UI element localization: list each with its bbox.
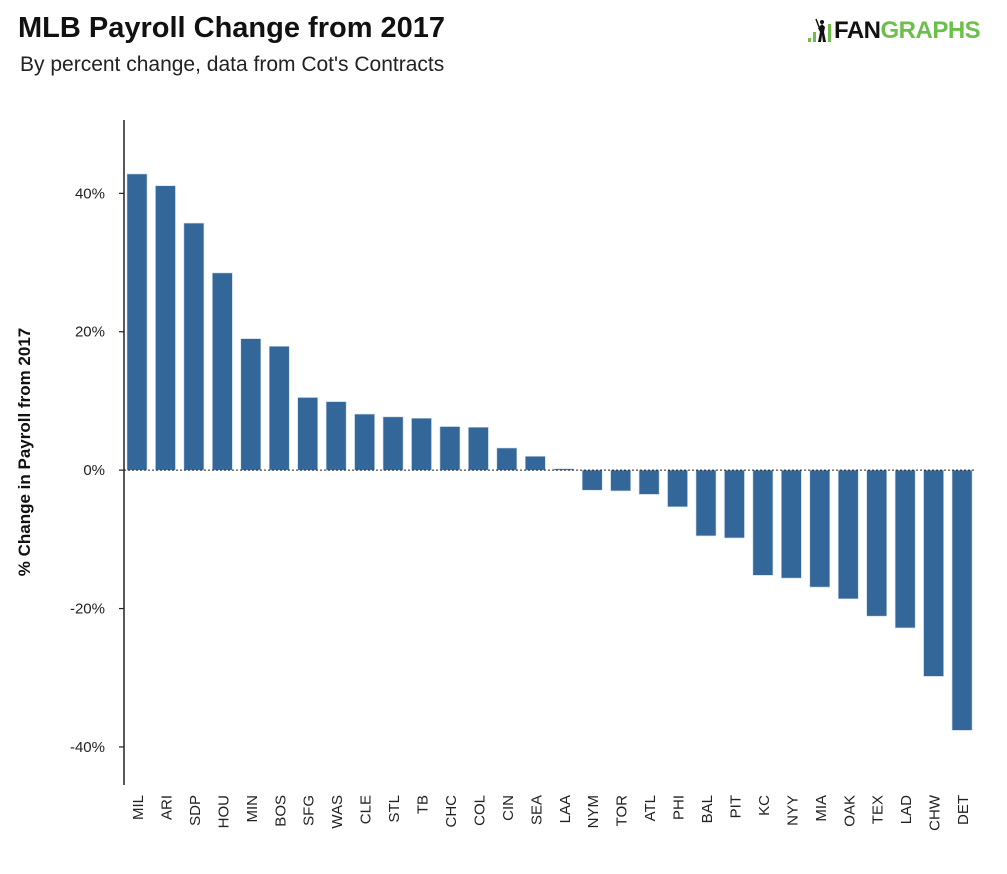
x-tick-label: TOR [614,795,631,827]
bar-sea [524,456,546,471]
bar-phi [667,469,688,508]
bar-bal [695,469,717,537]
bar-pit [724,469,745,539]
x-tick-label: LAD [898,795,915,824]
bar-atl [638,469,660,495]
x-tick-label: WAS [329,795,346,829]
fangraphs-logo: FAN GRAPHS [808,17,981,45]
y-tick-label: 0% [83,462,105,479]
chart-subtitle: By percent change, data from Cot's Contr… [20,53,445,76]
x-tick-label: NYY [784,795,801,826]
x-tick-label: ATL [642,795,659,821]
x-tick-label: LAA [557,795,574,823]
bar-tor [610,469,631,492]
y-tick-label: 20% [75,324,105,341]
bar-cin [496,447,518,471]
x-tick-label: KC [756,795,773,816]
y-tick-label: -20% [70,601,105,618]
bar-hou [212,272,233,471]
x-tick-label: CLE [358,795,375,824]
bar-oak [837,469,859,600]
bar-cle [354,413,375,471]
bar-col [468,426,489,471]
logo-fan: FAN [834,17,881,44]
x-tick-label: MIL [130,795,147,820]
x-tick-label: STL [386,795,403,823]
bar-tb [411,417,432,471]
x-tick-label: PIT [727,795,744,818]
x-tick-label: ARI [158,795,175,820]
x-tick-label: BOS [272,795,289,827]
y-axis-label: % Change in Payroll from 2017 [15,328,34,576]
bar-chc [439,426,461,471]
bars [124,173,975,731]
x-tick-label: CIN [500,795,517,821]
bar-was [325,401,347,471]
bar-det [951,469,973,731]
y-axis: 40% 20% 0% -20% -40% [70,120,125,785]
x-tick-label: SFG [301,795,318,826]
x-tick-label: NYM [585,795,602,828]
x-tick-label: COL [471,795,488,826]
x-tick-label: PHI [671,795,688,820]
bar-bos [268,345,290,471]
x-tick-label: MIN [244,795,261,823]
bar-tex [866,469,888,617]
x-tick-label: SEA [528,795,545,825]
bar-mil [126,173,148,471]
bar-mia [809,469,831,588]
bar-nyy [781,469,802,579]
x-tick-label: OAK [841,795,858,827]
x-tick-label: SDP [187,795,204,826]
bar-nym [581,469,603,491]
y-tick-label: 40% [75,185,105,202]
chart-title: MLB Payroll Change from 2017 [18,12,446,44]
x-tick-label: TEX [870,795,887,824]
bar-laa [553,468,575,471]
x-tick-label: CHC [443,795,460,828]
batter-icon [808,18,831,42]
x-tick-label: TB [415,795,432,814]
bar-ari [155,185,176,471]
x-axis-labels: MIL ARI SDP HOU MIN BOS SFG WAS CLE STL TB CHC COL CI… [130,794,972,831]
bar-sdp [183,222,205,471]
bar-kc [752,469,774,576]
x-tick-label: BAL [699,795,716,823]
bar-chw [923,469,944,677]
x-tick-label: CHW [927,794,944,831]
x-tick-label: HOU [215,795,232,828]
logo-graphs: GRAPHS [880,17,981,44]
x-tick-label: MIA [813,795,830,822]
bar-stl [382,416,404,471]
y-tick-label: -40% [70,739,105,756]
x-tick-label: DET [955,795,972,825]
bar-sfg [297,397,319,471]
bar-lad [894,469,916,629]
bar-min [240,338,262,471]
